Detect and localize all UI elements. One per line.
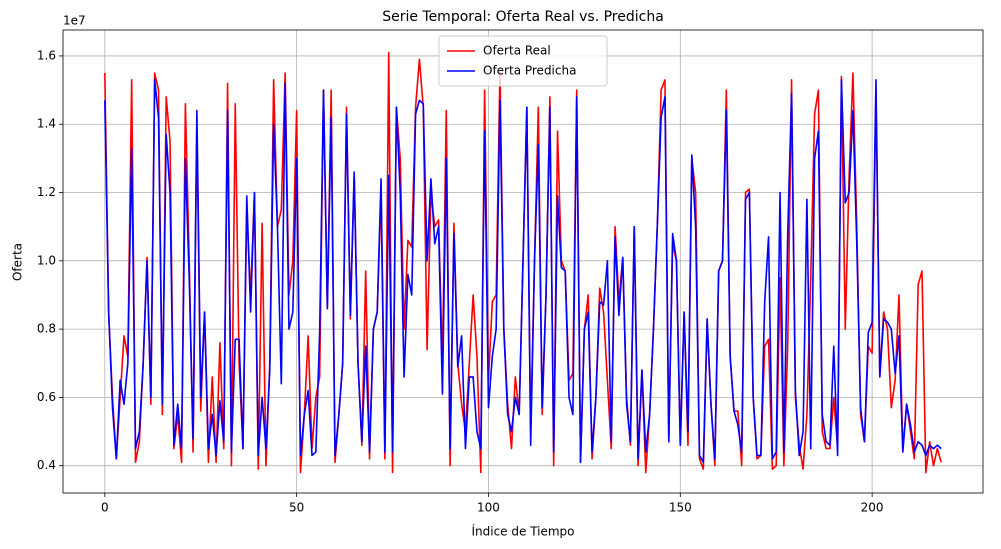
legend-label: Oferta Predicha <box>483 64 576 78</box>
y-tick-label: 1.0 <box>37 253 56 267</box>
y-tick-label: 1.2 <box>37 185 56 199</box>
y-tick-label: 1.6 <box>37 48 56 62</box>
x-tick-label: 50 <box>289 501 304 515</box>
y-axis-label: Oferta <box>11 243 25 281</box>
y-offset-label: 1e7 <box>63 14 86 28</box>
plot-frame <box>62 29 984 494</box>
y-tick-label: 0.4 <box>37 458 56 472</box>
legend-label: Oferta Real <box>483 44 551 58</box>
y-tick-label: 1.4 <box>37 117 56 131</box>
x-axis-label: Índice de Tiempo <box>471 524 574 539</box>
x-tick-label: 100 <box>477 501 500 515</box>
legend: Oferta Real Oferta Predicha <box>438 35 608 87</box>
legend-box <box>438 35 608 87</box>
x-tick-label: 200 <box>861 501 884 515</box>
y-tick-label: 0.8 <box>37 322 56 336</box>
data-line <box>104 79 942 464</box>
x-tick-label: 150 <box>669 501 692 515</box>
chart-title: Serie Temporal: Oferta Real vs. Predicha <box>382 9 664 25</box>
y-tick-label: 0.6 <box>37 390 56 404</box>
x-tick-label: 0 <box>101 501 109 515</box>
